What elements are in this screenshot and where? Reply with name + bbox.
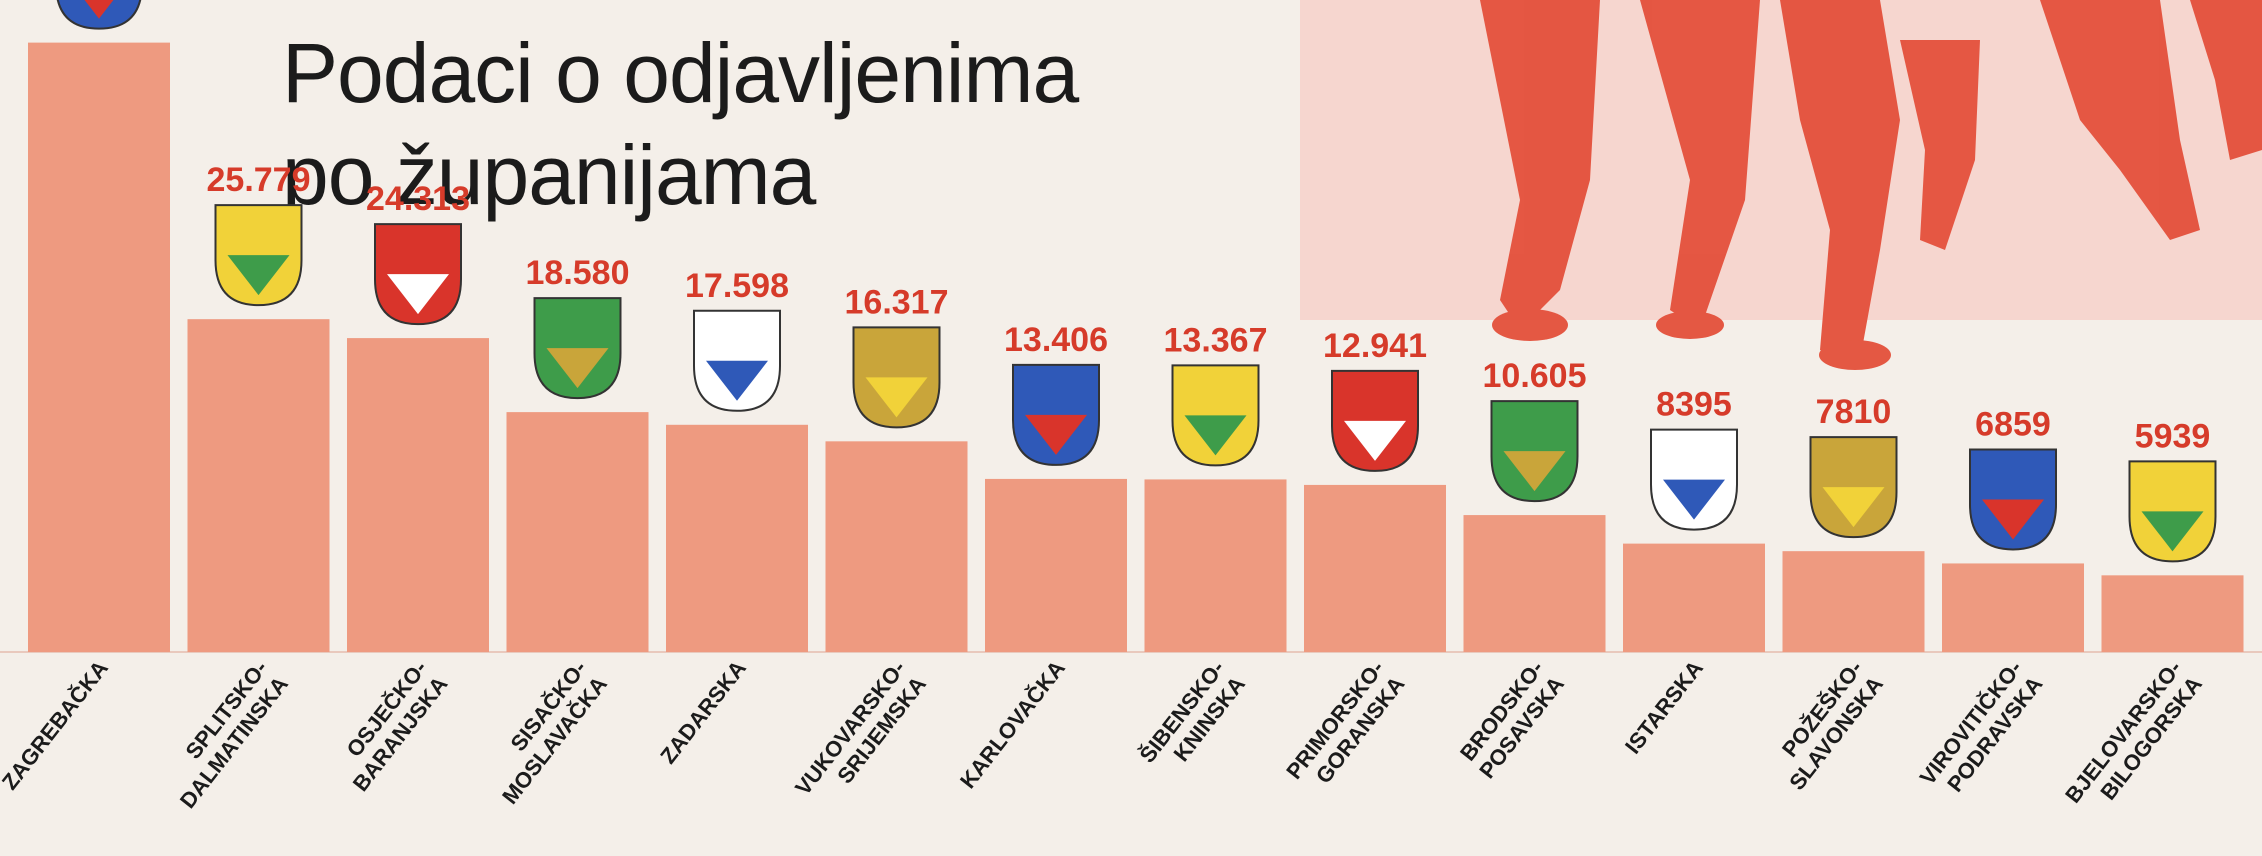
bar bbox=[28, 42, 170, 652]
bar bbox=[1782, 551, 1925, 652]
value-label: 10.605 bbox=[1483, 357, 1587, 395]
sibensko-kninska-coat-of-arms-icon bbox=[1171, 364, 1260, 467]
category-label: KARLOVAČKA bbox=[955, 656, 1070, 793]
osjecko-baranjska-coat-of-arms-icon bbox=[374, 223, 462, 326]
category-label: ISTARSKA bbox=[1620, 656, 1708, 759]
istarska-coat-of-arms-icon bbox=[1650, 428, 1738, 531]
chart-title: Podaci o odjavljenima po županijama bbox=[282, 26, 1079, 222]
bar bbox=[2101, 575, 2244, 652]
karlovacka-coat-of-arms-icon bbox=[1012, 363, 1100, 466]
bar bbox=[1304, 484, 1446, 652]
bar bbox=[1144, 479, 1287, 652]
primorsko-goranska-coat-of-arms-icon bbox=[1331, 369, 1419, 472]
category-label: BJELOVARSKO-BILOGORSKA bbox=[2060, 656, 2207, 824]
category-label: VUKOVARSKO-SRIJEMSKA bbox=[790, 656, 931, 816]
category-label: VIROVITIČKO-PODRAVSKA bbox=[1915, 656, 2048, 806]
bar bbox=[1942, 563, 2084, 652]
category-label: ZADARSKA bbox=[655, 656, 751, 769]
category-label: ŠIBENSKO-KNINSKA bbox=[1134, 656, 1250, 784]
category-label: BRODSKO-POSAVSKA bbox=[1454, 656, 1569, 783]
category-label: SPLITSKO-DALMATINSKA bbox=[154, 656, 293, 813]
zagrebacka-coat-of-arms-icon bbox=[56, 0, 142, 30]
bar bbox=[347, 338, 489, 652]
value-label: 25.779 bbox=[207, 161, 311, 199]
bar bbox=[506, 412, 649, 652]
value-label: 18.580 bbox=[526, 254, 630, 292]
bar bbox=[666, 424, 808, 652]
value-label: 6859 bbox=[1975, 405, 2051, 443]
viroviticko-podravska-coat-of-arms-icon bbox=[1969, 448, 2057, 551]
bar bbox=[985, 478, 1127, 652]
category-label: POŽEŠKO-SLAVONSKA bbox=[1764, 656, 1888, 795]
value-label: 12.941 bbox=[1323, 327, 1427, 365]
zadarska-coat-of-arms-icon bbox=[693, 309, 781, 412]
value-label: 24.313 bbox=[366, 180, 470, 218]
vukovarsko-srijemska-coat-of-arms-icon bbox=[852, 326, 941, 429]
splitsko-dalmatinska-coat-of-arms-icon bbox=[214, 204, 303, 307]
pozesko-slavonska-coat-of-arms-icon bbox=[1809, 436, 1898, 539]
value-label: 17.598 bbox=[685, 267, 789, 305]
value-label: 8395 bbox=[1656, 386, 1732, 424]
value-label: 13.367 bbox=[1164, 321, 1268, 359]
value-label: 5939 bbox=[2135, 417, 2211, 455]
category-label: ZAGREBAČKA bbox=[0, 656, 113, 795]
bar bbox=[1623, 543, 1765, 652]
bar bbox=[825, 441, 968, 652]
value-label: 16.317 bbox=[845, 283, 949, 321]
brodsko-posavska-coat-of-arms-icon bbox=[1490, 400, 1579, 503]
sisacko-moslavacka-coat-of-arms-icon bbox=[533, 297, 622, 400]
category-label: SISAČKO-MOSLAVAČKA bbox=[477, 656, 612, 809]
category-label: OSJEČKO-BARANJSKA bbox=[327, 656, 452, 796]
bar bbox=[1463, 515, 1606, 652]
value-label: 13.406 bbox=[1004, 321, 1108, 359]
bjelovarsko-bilogorska-coat-of-arms-icon bbox=[2128, 460, 2217, 563]
bar bbox=[187, 319, 330, 652]
category-label: PRIMORSKO-GORANSKA bbox=[1281, 656, 1409, 800]
value-label: 7810 bbox=[1816, 393, 1892, 431]
